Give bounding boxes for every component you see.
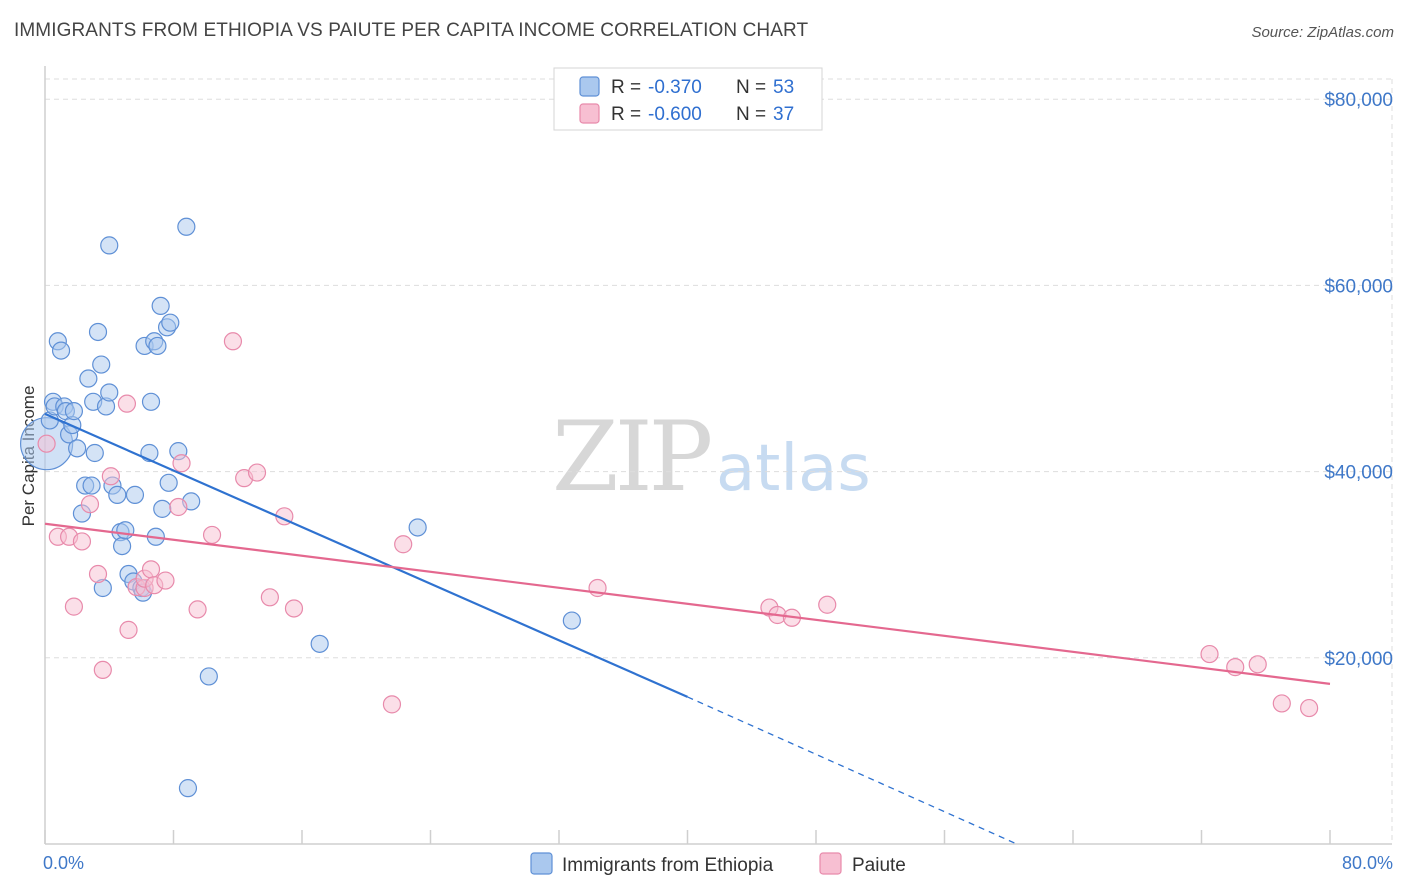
y-tick-label: $20,000 — [1324, 649, 1393, 670]
paiute-point — [169, 497, 188, 517]
ethiopia-point — [64, 402, 84, 421]
ethiopia-trend-extension — [687, 696, 1018, 845]
y-tick-label: $60,000 — [1324, 276, 1393, 297]
paiute-point — [223, 332, 243, 351]
series-paiute-points — [37, 332, 1319, 718]
paiute-point — [1248, 655, 1267, 674]
paiute-point — [37, 434, 56, 453]
paiute-point — [141, 560, 161, 579]
paiute-point — [172, 454, 191, 473]
ethiopia-point — [141, 392, 161, 411]
paiute-point — [284, 599, 304, 618]
legend-ethiopia-swatch — [530, 852, 553, 875]
ethiopia-point — [68, 439, 87, 458]
y-tick-labels: $20,000 $40,000 $60,000 $80,000 — [1324, 90, 1393, 670]
y-tick-label: $40,000 — [1324, 463, 1393, 484]
ethiopia-point — [199, 667, 218, 686]
paiute-point — [394, 535, 413, 554]
paiute-point — [382, 695, 402, 714]
paiute-point — [818, 595, 837, 614]
chart-title: IMMIGRANTS FROM ETHIOPIA VS PAIUTE PER C… — [14, 20, 809, 41]
paiute-point — [93, 660, 112, 680]
paiute-point — [1272, 694, 1291, 713]
ethiopia-point — [125, 485, 145, 504]
ethiopia-point — [161, 313, 180, 332]
ethiopia-point — [153, 499, 172, 518]
y-tick-label: $80,000 — [1324, 90, 1393, 111]
ethiopia-point — [408, 518, 427, 537]
paiute-point — [260, 588, 279, 607]
paiute-trend-line — [44, 522, 1331, 685]
legend-r-value-blue: -0.370 — [648, 77, 702, 98]
watermark-atlas: atlas — [716, 432, 871, 506]
paiute-point — [202, 525, 222, 545]
legend-n-value-blue: 53 — [773, 77, 794, 98]
ethiopia-point — [85, 443, 104, 463]
legend-n-label-pink: N = — [736, 104, 766, 125]
legend-r-label-blue: R = — [611, 77, 641, 98]
legend-swatch-pink — [579, 103, 600, 124]
legend-swatch-blue — [579, 76, 600, 97]
ethiopia-point — [88, 322, 108, 342]
ethiopia-point — [159, 473, 178, 492]
paiute-point — [64, 597, 84, 616]
legend-r-label-pink: R = — [611, 104, 641, 125]
paiute-point — [80, 495, 100, 514]
source-credit: Source: ZipAtlas.com — [1251, 24, 1394, 41]
ethiopia-trend-line — [44, 412, 688, 698]
legend-r-value-pink: -0.600 — [648, 104, 702, 125]
x-tick-label-min: 0.0% — [43, 853, 84, 873]
trend-lines — [44, 412, 1331, 845]
paiute-point — [247, 463, 267, 482]
paiute-point — [88, 564, 108, 584]
watermark: ZIP atlas — [552, 401, 871, 513]
ethiopia-point — [151, 296, 170, 316]
ethiopia-point — [310, 634, 329, 653]
paiute-point — [119, 620, 138, 639]
legend-n-value-pink: 37 — [773, 104, 794, 125]
ethiopia-point — [178, 779, 198, 798]
ethiopia-point — [116, 521, 135, 540]
watermark-zip: ZIP — [552, 401, 711, 513]
paiute-point — [1300, 698, 1319, 718]
paiute-point — [188, 600, 207, 619]
ethiopia-point — [92, 355, 111, 374]
ethiopia-point — [562, 611, 581, 630]
x-tick-label-max: 80.0% — [1342, 853, 1393, 873]
series-legend: Immigrants from Ethiopia Paiute — [530, 852, 906, 876]
paiute-point — [101, 467, 120, 486]
paiute-point — [1200, 644, 1219, 664]
ethiopia-point — [148, 336, 167, 356]
paiute-point — [72, 532, 92, 551]
ethiopia-point — [79, 369, 98, 388]
ethiopia-point — [82, 476, 101, 495]
legend-n-label-blue: N = — [736, 77, 766, 98]
grid-lines — [45, 78, 1393, 844]
paiute-point — [156, 571, 175, 590]
ethiopia-point — [177, 217, 196, 236]
ethiopia-point — [112, 536, 132, 556]
ethiopia-point — [100, 383, 119, 402]
ethiopia-point — [51, 341, 71, 360]
legend-paiute-label: Paiute — [852, 855, 906, 876]
ethiopia-point — [108, 485, 127, 504]
legend-paiute-swatch — [819, 852, 842, 875]
series-ethiopia-points — [20, 217, 581, 798]
legend-ethiopia-label: Immigrants from Ethiopia — [562, 855, 774, 876]
x-tick-labels: 0.0% 80.0% — [43, 853, 1393, 873]
correlation-legend: R = -0.370 N = 53 R = -0.600 N = 37 — [553, 67, 823, 131]
ethiopia-point — [100, 236, 119, 255]
paiute-point — [117, 394, 137, 413]
